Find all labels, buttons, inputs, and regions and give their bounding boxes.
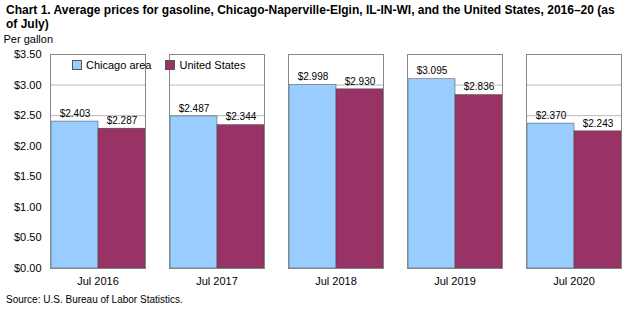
- svg-text:$2.403: $2.403: [60, 108, 91, 119]
- html-text:United States: United States: [179, 59, 246, 71]
- svg-text:$0.00: $0.00: [14, 262, 42, 274]
- html-text:Chicago area: Chicago area: [86, 59, 152, 71]
- svg-text:$2.998: $2.998: [298, 71, 329, 82]
- svg-text:$2.243: $2.243: [583, 118, 614, 129]
- svg-text:$3.00: $3.00: [14, 79, 42, 91]
- svg-text:$2.00: $2.00: [14, 140, 42, 152]
- svg-text:Jul 2017: Jul 2017: [196, 275, 238, 287]
- svg-text:$2.344: $2.344: [226, 111, 257, 122]
- svg-text:$2.50: $2.50: [14, 109, 42, 121]
- svg-text:Jul 2019: Jul 2019: [434, 275, 476, 287]
- svg-text:$0.50: $0.50: [14, 231, 42, 243]
- svg-text:$2.287: $2.287: [107, 115, 138, 126]
- svg-text:$3.095: $3.095: [417, 65, 448, 76]
- svg-text:$2.836: $2.836: [464, 81, 495, 92]
- svg-text:$1.50: $1.50: [14, 170, 42, 182]
- svg-text:$2.370: $2.370: [536, 110, 567, 121]
- svg-text:$3.50: $3.50: [14, 48, 42, 60]
- svg-text:Jul 2016: Jul 2016: [77, 275, 119, 287]
- svg-text:Jul 2020: Jul 2020: [553, 275, 595, 287]
- html-text:Source: U.S. Bureau of Labor S: Source: U.S. Bureau of Labor Statistics.: [6, 294, 183, 305]
- html-text:Chart 1. Average prices for ga: Chart 1. Average prices for gasoline, Ch…: [6, 3, 615, 31]
- svg-text:$1.00: $1.00: [14, 201, 42, 213]
- svg-text:$2.930: $2.930: [345, 76, 376, 87]
- svg-text:Jul 2018: Jul 2018: [315, 275, 357, 287]
- svg-text:Per gallon: Per gallon: [4, 33, 54, 45]
- svg-text:$2.487: $2.487: [179, 103, 210, 114]
